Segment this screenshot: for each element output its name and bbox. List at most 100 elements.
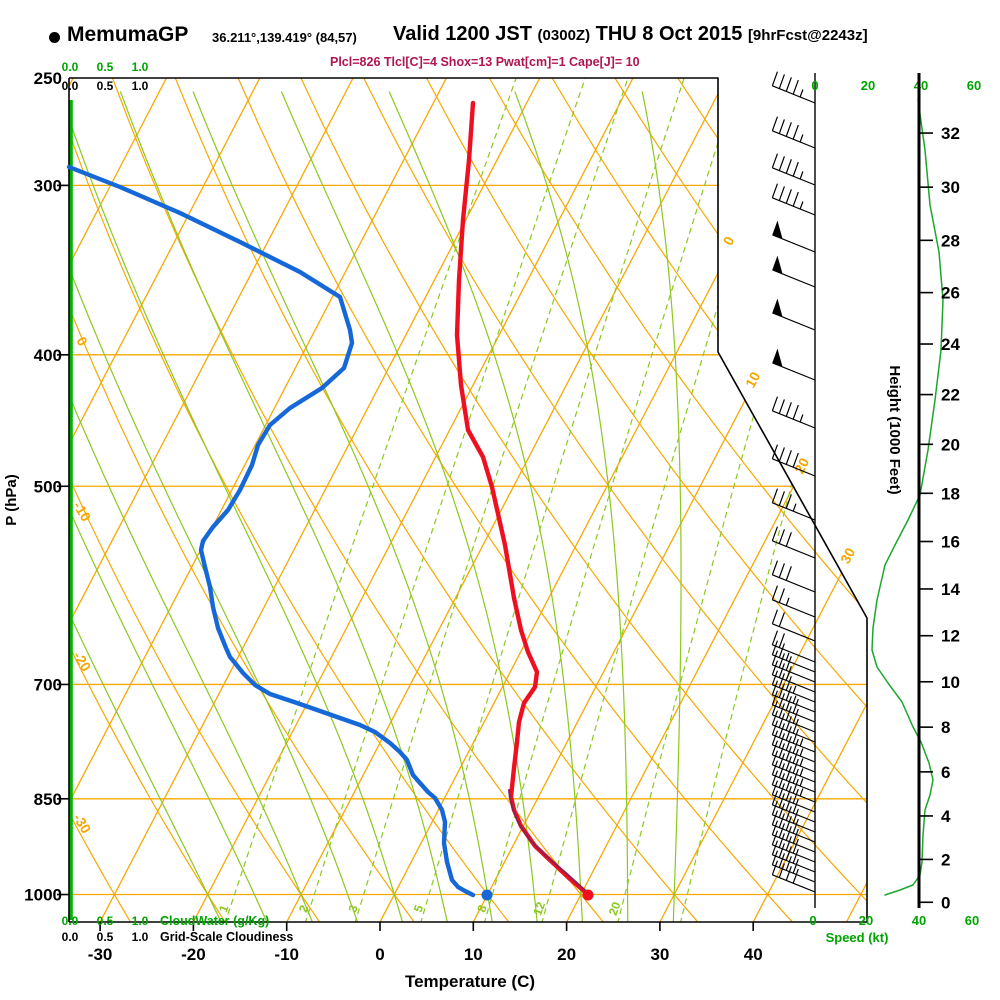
barb-feather [785,532,792,547]
barb-feather [771,700,779,715]
dry-adiabat-line [69,78,132,922]
graticule [69,78,867,922]
temp-tick-label: -30 [88,945,113,964]
barb-shaft [772,197,816,216]
barb-feather [792,788,799,804]
mixing-ratio-line [354,78,629,922]
height-tick-label: 18 [941,484,960,503]
surface-dewpoint-dot [481,889,493,901]
barb-feather [785,450,792,465]
barb-feather [792,161,799,177]
isotherm-line [659,78,867,922]
barb-feather [778,763,785,778]
barb-feather [778,783,785,798]
speed-scale-bottom: 60 [965,913,979,928]
barb-feather [771,750,779,765]
barb-feather [771,770,779,785]
mixing-ratio-label: 8 [474,903,490,914]
barb-feather [771,153,779,168]
isotherm-line [472,78,867,922]
barb-feather [771,800,779,815]
dry-adiabat-line [69,78,227,922]
speed-scale-top: 0 [811,78,818,93]
barb-feather [778,773,785,788]
barb-flag [772,220,783,239]
barb-feather [785,666,792,681]
barb-feather [771,488,779,503]
dry-adiabat-line [300,78,867,922]
barb-shaft [772,784,816,803]
barb-shaft [772,834,816,853]
station-coordinates: 36.211°,139.419° (84,57) [212,30,357,45]
temp-axis-title: Temperature (C) [405,972,535,991]
moist-adiabat-line [69,91,359,922]
barb-feather [778,588,785,603]
dry-adiabat-label: -20 [70,649,94,675]
isotherm-line [69,78,354,922]
barb-feather [792,718,799,734]
height-tick-label: 14 [941,580,960,599]
barb-feather [785,402,792,417]
barb-shaft [772,458,816,477]
barb-half-feather [799,89,804,98]
barb-feather [792,828,799,844]
barb-shaft [772,664,816,683]
barb-feather [792,758,799,774]
wind-barbs [771,71,816,893]
isotherm-line [286,78,727,922]
barb-feather [771,860,779,875]
speed-scale-bottom: 40 [912,913,926,928]
barb-feather [785,736,792,751]
barb-feather [771,680,779,695]
barb-half-feather [799,171,804,180]
right-border [717,77,868,923]
barb-shaft [772,644,816,663]
barb-shaft [772,574,816,593]
barb-shaft [772,694,816,713]
barb-half-feather [785,652,790,661]
dry-adiabat-line [363,78,867,922]
barb-feather [792,452,799,468]
mixing-ratio-line [304,78,586,922]
height-tick-label: 12 [941,627,960,646]
barb-feather [778,843,785,858]
barb-feather [771,730,779,745]
cloudwater-scale-bottom: 0.0 [62,914,79,928]
moist-adiabat-line [641,91,682,922]
mixing-ratio-label: 2 [296,903,312,914]
barb-feather [785,806,792,821]
cloudwater-scale-top: 0.5 [97,60,114,74]
barb-feather [785,796,792,811]
mixing-ratio-label: 5 [411,903,427,914]
pressure-tick-label: 400 [34,346,62,365]
barb-feather [778,753,785,768]
barb-feather [785,726,792,741]
dry-adiabat-label: 0 [73,334,91,349]
barb-feather [778,663,785,678]
dry-adiabat-line [69,78,511,922]
barb-feather [771,820,779,835]
barb-shaft [772,704,816,723]
barb-feather [785,189,792,204]
mixing-ratio-line [617,78,852,922]
barb-half-feather [792,685,797,694]
barb-feather [771,670,779,685]
barb-feather [778,653,785,668]
barb-feather [771,609,779,624]
barb-shaft [772,714,816,733]
barb-feather [778,643,785,658]
barb-feather [771,585,779,600]
isotherm-line [69,78,261,922]
station-name: MemumaGP [67,23,189,46]
barb-feather [771,760,779,775]
mixing-ratio-line [679,78,867,922]
cloudwater-scale-bottom: 0.5 [97,914,114,928]
dry-adiabat-line [425,78,867,922]
height-tick-label: 0 [941,893,950,912]
moist-adiabat-line [69,91,269,922]
barb-feather [778,447,785,462]
barb-feather [792,798,799,814]
surface-temp-dot [582,889,594,901]
cloudiness-axis-title: Grid-Scale Cloudiness [160,930,293,944]
barb-feather [778,713,785,728]
